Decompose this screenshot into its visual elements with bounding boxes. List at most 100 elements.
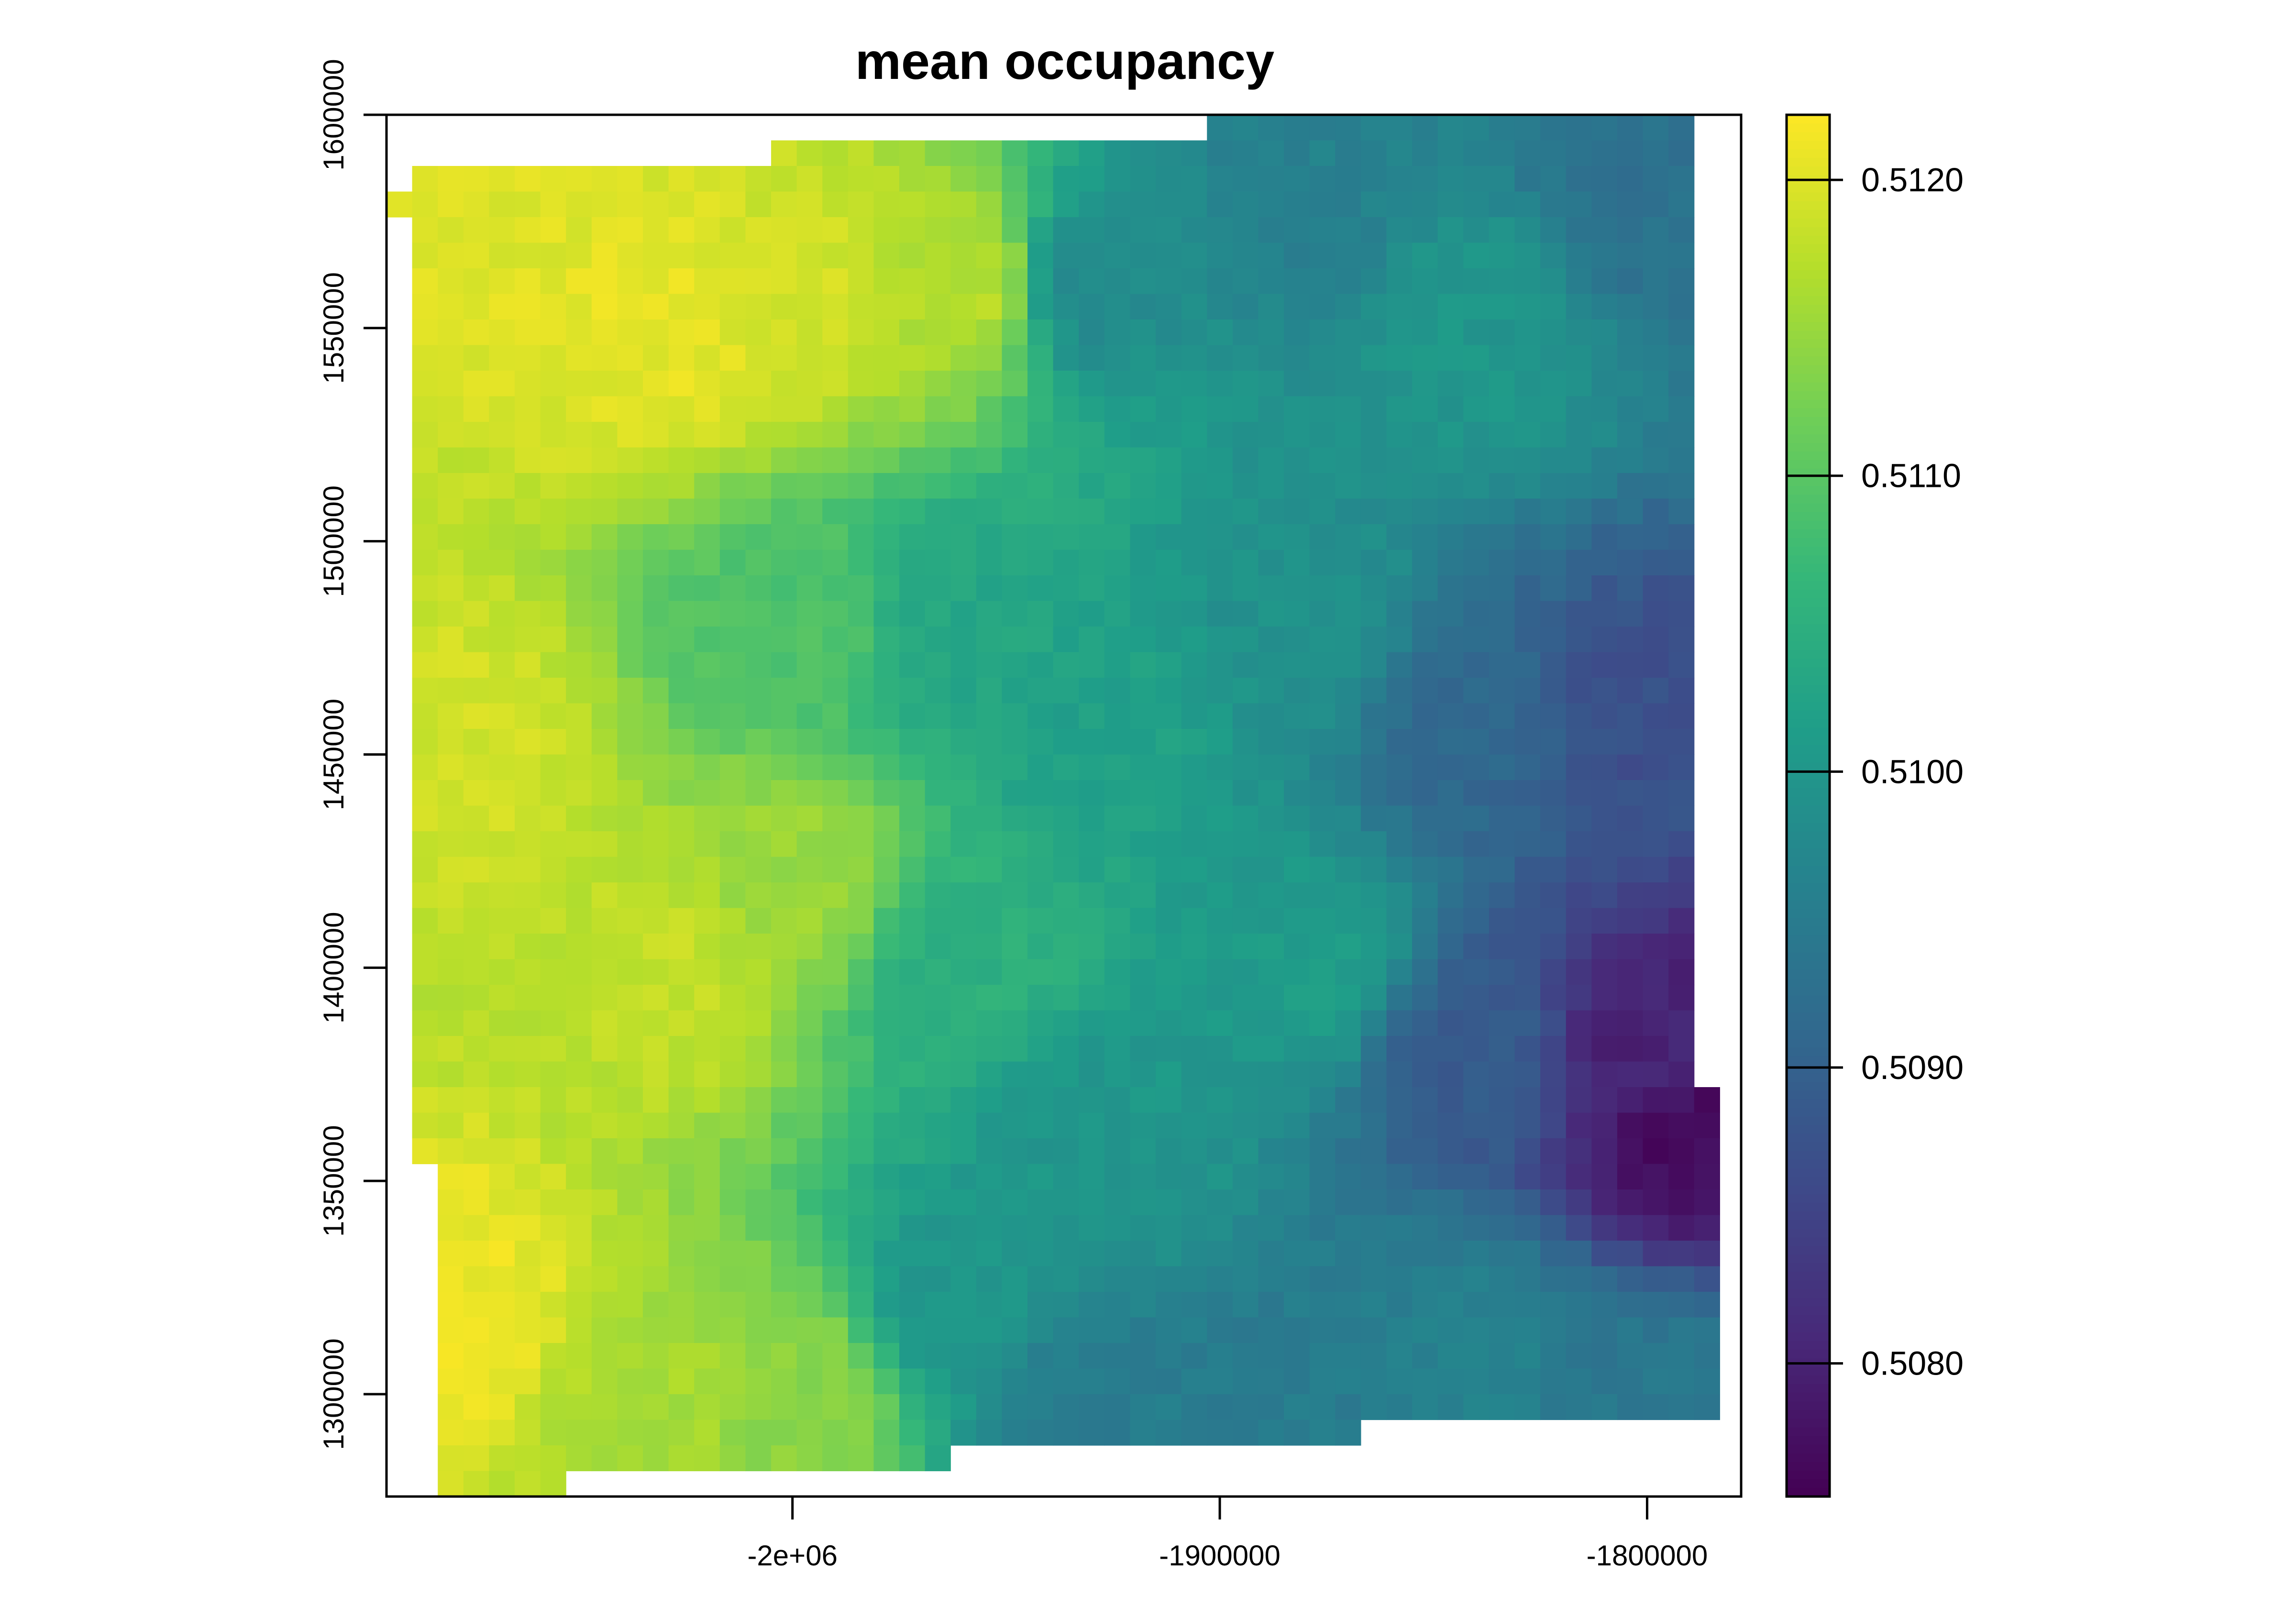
- raster-cell: [719, 1394, 746, 1420]
- raster-cell: [1386, 1112, 1413, 1139]
- raster-cell: [1156, 754, 1182, 781]
- raster-cell: [1053, 985, 1079, 1011]
- raster-cell: [591, 831, 618, 858]
- raster-cell: [1053, 550, 1079, 576]
- raster-cell: [1617, 166, 1644, 192]
- raster-cell: [1514, 1036, 1541, 1062]
- raster-cell: [1309, 652, 1336, 678]
- raster-cell: [1309, 473, 1336, 499]
- raster-cell: [1591, 1189, 1618, 1216]
- legend-color-segment: [1787, 218, 1830, 228]
- raster-cell: [719, 1266, 746, 1292]
- raster-cell: [1002, 1138, 1028, 1165]
- raster-cell: [1130, 1036, 1156, 1062]
- raster-cell: [950, 780, 977, 806]
- raster-cell: [591, 524, 618, 550]
- raster-cell: [694, 678, 720, 704]
- raster-cell: [771, 805, 797, 832]
- raster-cell: [617, 1241, 643, 1267]
- raster-cell: [1437, 447, 1464, 473]
- raster-cell: [1309, 396, 1336, 422]
- raster-cell: [668, 1368, 695, 1395]
- raster-cell: [412, 652, 438, 678]
- raster-cell: [1643, 550, 1669, 576]
- raster-cell: [694, 1164, 720, 1190]
- raster-cell: [771, 1215, 797, 1241]
- raster-cell: [1386, 1215, 1413, 1241]
- raster-cell: [873, 780, 900, 806]
- raster-cell: [1284, 345, 1310, 371]
- raster-cell: [668, 1189, 695, 1216]
- raster-cell: [1386, 1317, 1413, 1343]
- raster-cell: [745, 729, 772, 755]
- raster-cell: [1617, 473, 1644, 499]
- raster-cell: [1643, 1087, 1669, 1113]
- raster-cell: [1617, 1138, 1644, 1165]
- raster-cell: [1668, 217, 1695, 243]
- raster-cell: [1540, 345, 1567, 371]
- raster-cell: [822, 217, 849, 243]
- raster-cell: [1284, 959, 1310, 985]
- raster-cell: [1156, 268, 1182, 295]
- raster-cell: [796, 422, 823, 448]
- raster-cell: [1181, 1010, 1207, 1036]
- raster-cell: [591, 575, 618, 602]
- raster-cell: [1540, 959, 1567, 985]
- raster-cell: [1463, 1010, 1490, 1036]
- raster-cell: [822, 627, 849, 653]
- raster-cell: [1489, 422, 1515, 448]
- raster-cell: [438, 473, 464, 499]
- raster-cell: [668, 601, 695, 627]
- raster-cell: [925, 908, 951, 934]
- raster-cell: [1130, 959, 1156, 985]
- raster-cell: [643, 447, 669, 473]
- raster-cell: [668, 1112, 695, 1139]
- raster-cell: [796, 294, 823, 320]
- raster-cell: [1335, 319, 1361, 346]
- raster-cell: [1207, 754, 1233, 781]
- raster-cell: [540, 447, 566, 473]
- raster-cell: [1104, 678, 1131, 704]
- raster-cell: [617, 447, 643, 473]
- raster-cell: [745, 1368, 772, 1395]
- raster-cell: [591, 191, 618, 218]
- raster-cell: [668, 934, 695, 960]
- raster-cell: [1617, 1189, 1644, 1216]
- raster-cell: [1591, 550, 1618, 576]
- raster-cell: [1360, 1138, 1387, 1165]
- raster-cell: [719, 729, 746, 755]
- raster-cell: [925, 294, 951, 320]
- raster-cell: [1360, 524, 1387, 550]
- raster-cell: [489, 652, 515, 678]
- raster-cell: [1258, 396, 1284, 422]
- raster-cell: [1386, 805, 1413, 832]
- raster-cell: [1335, 1138, 1361, 1165]
- raster-cell: [668, 447, 695, 473]
- raster-cell: [1207, 371, 1233, 397]
- raster-cell: [1566, 1266, 1592, 1292]
- raster-cell: [463, 1445, 490, 1472]
- raster-cell: [1643, 524, 1669, 550]
- raster-cell: [796, 345, 823, 371]
- raster-cell: [771, 703, 797, 729]
- raster-cell: [1540, 1138, 1567, 1165]
- raster-cell: [1360, 371, 1387, 397]
- raster-cell: [1232, 1292, 1259, 1318]
- raster-cell: [1258, 754, 1284, 781]
- raster-cell: [796, 1215, 823, 1241]
- raster-cell: [1284, 934, 1310, 960]
- raster-cell: [1668, 678, 1695, 704]
- raster-cell: [1207, 422, 1233, 448]
- raster-cell: [591, 1445, 618, 1472]
- raster-cell: [489, 294, 515, 320]
- raster-cell: [719, 575, 746, 602]
- raster-cell: [1335, 652, 1361, 678]
- raster-cell: [1617, 908, 1644, 934]
- raster-cell: [438, 1471, 464, 1497]
- raster-cell: [1079, 1189, 1105, 1216]
- raster-cell: [745, 1087, 772, 1113]
- raster-cell: [1437, 294, 1464, 320]
- raster-cell: [1207, 294, 1233, 320]
- raster-cell: [1284, 1112, 1310, 1139]
- raster-cell: [1643, 831, 1669, 858]
